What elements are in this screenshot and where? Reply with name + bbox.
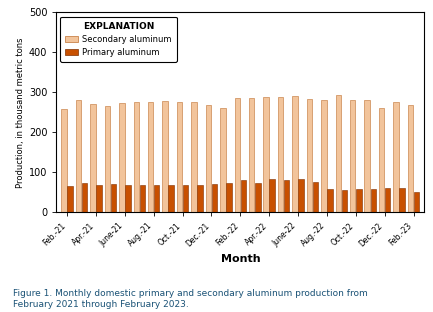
Bar bbox=[269, 179, 275, 212]
Bar bbox=[154, 185, 159, 212]
Bar bbox=[183, 185, 188, 212]
Bar bbox=[177, 102, 182, 212]
Bar bbox=[235, 98, 240, 212]
Bar bbox=[278, 97, 283, 212]
Bar bbox=[284, 180, 289, 212]
Bar bbox=[226, 183, 232, 212]
Bar bbox=[327, 189, 333, 212]
Bar bbox=[298, 179, 304, 212]
Bar bbox=[212, 184, 217, 212]
Bar bbox=[399, 188, 405, 212]
Bar bbox=[336, 95, 341, 212]
Bar bbox=[249, 98, 255, 212]
Bar bbox=[313, 182, 318, 212]
Bar bbox=[393, 102, 399, 212]
Bar bbox=[197, 185, 203, 212]
Bar bbox=[111, 184, 116, 212]
Bar bbox=[68, 186, 73, 212]
Bar bbox=[119, 103, 125, 212]
Bar bbox=[365, 100, 370, 212]
Bar bbox=[414, 192, 419, 212]
X-axis label: Month: Month bbox=[220, 254, 260, 264]
Bar bbox=[191, 102, 197, 212]
Bar bbox=[356, 189, 362, 212]
Bar bbox=[220, 108, 226, 212]
Bar bbox=[90, 104, 96, 212]
Bar bbox=[76, 100, 81, 212]
Bar bbox=[241, 180, 246, 212]
Bar bbox=[307, 99, 312, 212]
Text: Figure 1. Monthly domestic primary and secondary aluminum production from
Februa: Figure 1. Monthly domestic primary and s… bbox=[13, 290, 368, 309]
Bar bbox=[139, 185, 145, 212]
Bar bbox=[371, 189, 376, 212]
Bar bbox=[342, 190, 347, 212]
Bar bbox=[206, 105, 211, 212]
Bar bbox=[96, 185, 102, 212]
Bar bbox=[162, 101, 168, 212]
Bar bbox=[292, 96, 298, 212]
Bar bbox=[125, 185, 131, 212]
Bar bbox=[133, 102, 139, 212]
Bar bbox=[385, 188, 391, 212]
Bar bbox=[61, 109, 67, 212]
Bar bbox=[168, 185, 174, 212]
Bar bbox=[350, 100, 355, 212]
Bar bbox=[148, 102, 153, 212]
Bar bbox=[255, 183, 261, 212]
Bar bbox=[263, 97, 269, 212]
Bar bbox=[82, 183, 87, 212]
Bar bbox=[105, 106, 110, 212]
Bar bbox=[321, 100, 326, 212]
Y-axis label: Production, in thousand metric tons: Production, in thousand metric tons bbox=[16, 37, 25, 188]
Bar bbox=[408, 105, 413, 212]
Bar bbox=[379, 108, 385, 212]
Legend: Secondary aluminum, Primary aluminum: Secondary aluminum, Primary aluminum bbox=[61, 17, 177, 62]
